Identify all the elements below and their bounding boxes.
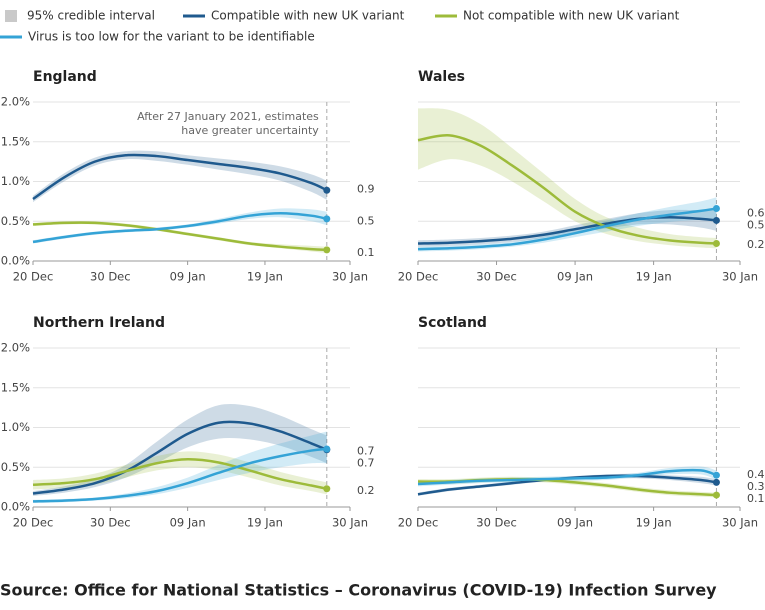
x-tick-label: 30 Jan [722,516,758,530]
series-line [417,468,717,486]
x-tick-label: 09 Jan [170,270,206,284]
end-label: 0.5 [747,218,765,231]
annotation: After 27 January 2021, estimates [137,110,319,123]
series-line [32,447,327,503]
end-label: 0.1 [357,246,375,259]
x-tick-label: 30 Jan [332,270,368,284]
end-point [323,246,331,254]
x-tick-label: 20 Dec [13,270,54,284]
end-point [712,216,720,224]
x-tick-label: 30 Jan [722,270,758,284]
end-label: 0.2 [747,238,765,251]
x-tick-label: 30 Dec [90,516,131,530]
legend-label: Virus is too low for the variant to be i… [28,30,315,44]
x-tick-label: 20 Dec [13,516,54,530]
y-tick-label: 0.5% [1,214,30,228]
end-point [712,240,720,248]
x-tick-label: 19 Jan [636,270,672,284]
series-line [32,458,328,490]
end-point [323,186,331,194]
source: Source: Office for National Statistics –… [0,581,717,600]
end-point [323,485,331,493]
x-tick-label: 19 Jan [247,270,283,284]
series-line [32,212,328,244]
series-line [32,420,328,495]
credible-interval [418,476,717,498]
x-tick-label: 09 Jan [557,270,593,284]
panel-title: Wales [418,69,465,85]
end-point [323,445,331,453]
legend-label: 95% credible interval [27,9,155,23]
panel-title: England [33,69,97,85]
end-label: 0.7 [357,444,375,457]
y-tick-label: 1.5% [1,134,30,148]
end-label: 0.2 [357,484,375,497]
credible-interval [418,197,717,252]
legend-label: Not compatible with new UK variant [463,9,680,23]
end-label: 0.9 [357,182,375,195]
credible-interval [418,108,717,249]
end-label: 0.5 [357,214,375,227]
end-point [712,471,720,479]
y-tick-label: 0.0% [1,254,30,268]
end-label: 0.7 [357,456,375,469]
x-tick-label: 19 Jan [636,516,672,530]
end-label: 0.3 [747,480,765,493]
panel-title: Scotland [418,315,487,331]
credible-interval [33,150,327,203]
y-tick-label: 0.5% [1,460,30,474]
credible-interval [33,404,327,496]
y-tick-label: 0.0% [1,500,30,514]
end-label: 0.6 [747,206,765,219]
series-line [32,221,327,252]
x-tick-label: 20 Dec [398,270,439,284]
x-tick-label: 30 Dec [90,270,131,284]
series-line [32,153,328,201]
series-line [417,134,717,245]
y-tick-label: 1.5% [1,380,30,394]
end-point [712,205,720,213]
series-line [417,216,717,245]
y-tick-label: 2.0% [1,341,30,355]
x-tick-label: 20 Dec [398,516,439,530]
x-tick-label: 30 Dec [476,516,517,530]
x-tick-label: 30 Jan [332,516,368,530]
x-tick-label: 09 Jan [557,516,593,530]
end-point [712,478,720,486]
y-tick-label: 1.0% [1,174,30,188]
end-point [712,491,720,499]
end-point [323,215,331,223]
y-tick-label: 2.0% [1,95,30,109]
series-line [417,207,717,251]
x-tick-label: 30 Dec [476,270,517,284]
end-label: 0.4 [747,468,765,481]
y-tick-label: 1.0% [1,420,30,434]
x-tick-label: 19 Jan [247,516,283,530]
panel-title: Northern Ireland [33,315,165,331]
legend-label: Compatible with new UK variant [211,9,405,23]
legend-swatch [5,10,17,22]
end-label: 0.1 [747,492,765,505]
annotation: have greater uncertainty [181,124,319,137]
x-tick-label: 09 Jan [170,516,206,530]
credible-interval [33,431,327,504]
